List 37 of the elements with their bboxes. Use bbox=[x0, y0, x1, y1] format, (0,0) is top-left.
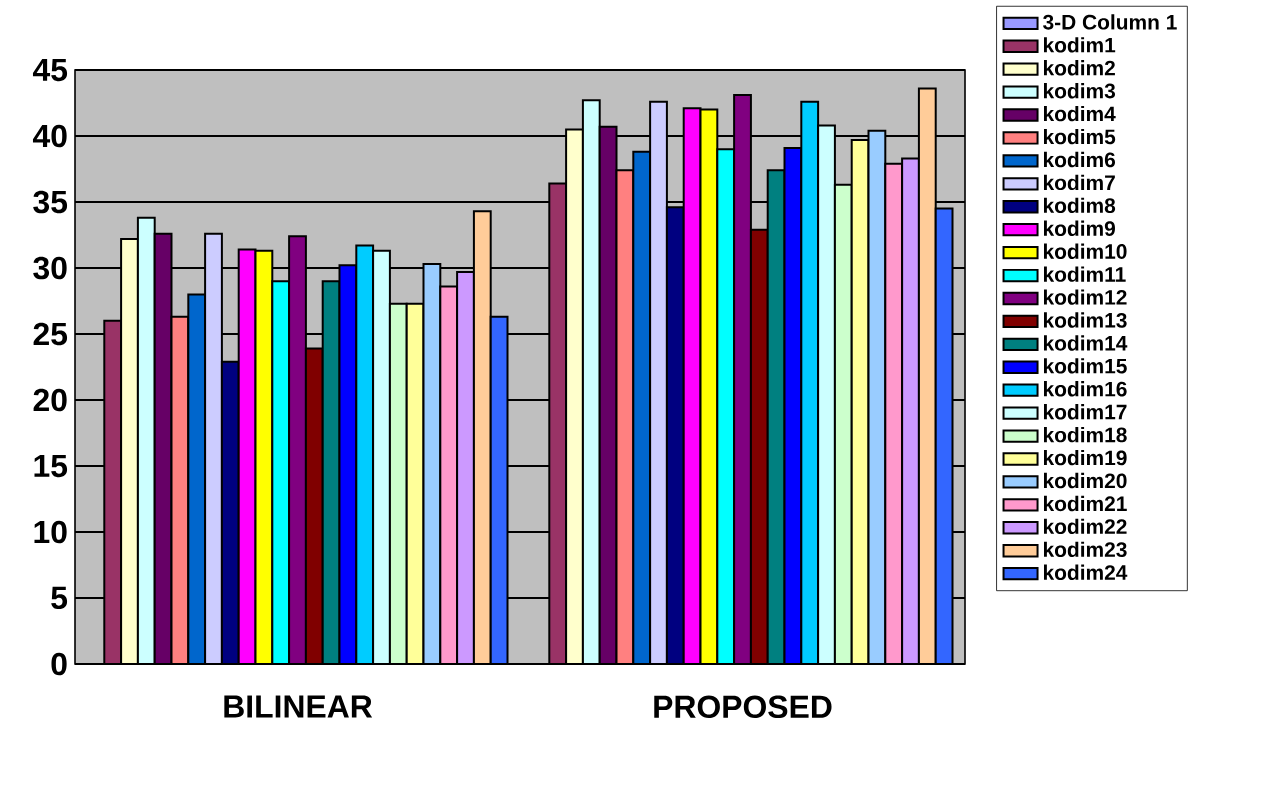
legend-label: kodim16 bbox=[1044, 381, 1127, 397]
y-tick-label: 35 bbox=[33, 190, 68, 214]
legend-label: kodim1 bbox=[1044, 37, 1116, 53]
y-tick-label: 15 bbox=[34, 454, 68, 478]
legend-label: kodim15 bbox=[1044, 358, 1127, 374]
legend-label: kodim23 bbox=[1044, 541, 1127, 558]
legend-label: kodim18 bbox=[1044, 426, 1127, 443]
legend-label: kodim7 bbox=[1044, 174, 1115, 191]
x-tick-label: PROPOSED bbox=[654, 695, 832, 719]
legend-label: kodim10 bbox=[1044, 243, 1127, 259]
legend-label: kodim6 bbox=[1044, 151, 1116, 168]
legend-label: kodim5 bbox=[1044, 128, 1116, 145]
y-tick-label: 25 bbox=[33, 322, 68, 346]
legend-label: kodim11 bbox=[1044, 266, 1126, 282]
legend-label: kodim17 bbox=[1044, 404, 1127, 420]
legend-label: kodim24 bbox=[1044, 564, 1128, 580]
legend-label: kodim21 bbox=[1044, 495, 1127, 512]
legend-label: kodim12 bbox=[1044, 289, 1127, 305]
legend-label: kodim13 bbox=[1044, 312, 1127, 328]
y-tick-label: 40 bbox=[32, 124, 67, 148]
y-tick-label: 5 bbox=[51, 586, 68, 610]
y-tick-label: 0 bbox=[51, 652, 67, 676]
y-tick-label: 45 bbox=[32, 58, 68, 82]
legend-label: kodim3 bbox=[1044, 83, 1116, 99]
y-tick-label: 10 bbox=[34, 520, 67, 544]
legend-label: kodim14 bbox=[1044, 335, 1128, 351]
legend-label: 3-D Column 1 bbox=[1043, 14, 1177, 30]
x-tick-label: BILINEAR bbox=[224, 695, 373, 718]
legend-label: kodim22 bbox=[1044, 518, 1127, 535]
legend-label: kodim2 bbox=[1044, 60, 1115, 76]
legend-label: kodim9 bbox=[1044, 220, 1115, 236]
y-tick-label: 20 bbox=[33, 388, 67, 412]
legend-label: kodim20 bbox=[1044, 472, 1127, 489]
y-tick-label: 30 bbox=[33, 256, 67, 280]
legend-label: kodim8 bbox=[1044, 197, 1116, 214]
legend-label: kodim4 bbox=[1044, 105, 1116, 122]
legend-label: kodim19 bbox=[1044, 449, 1127, 466]
